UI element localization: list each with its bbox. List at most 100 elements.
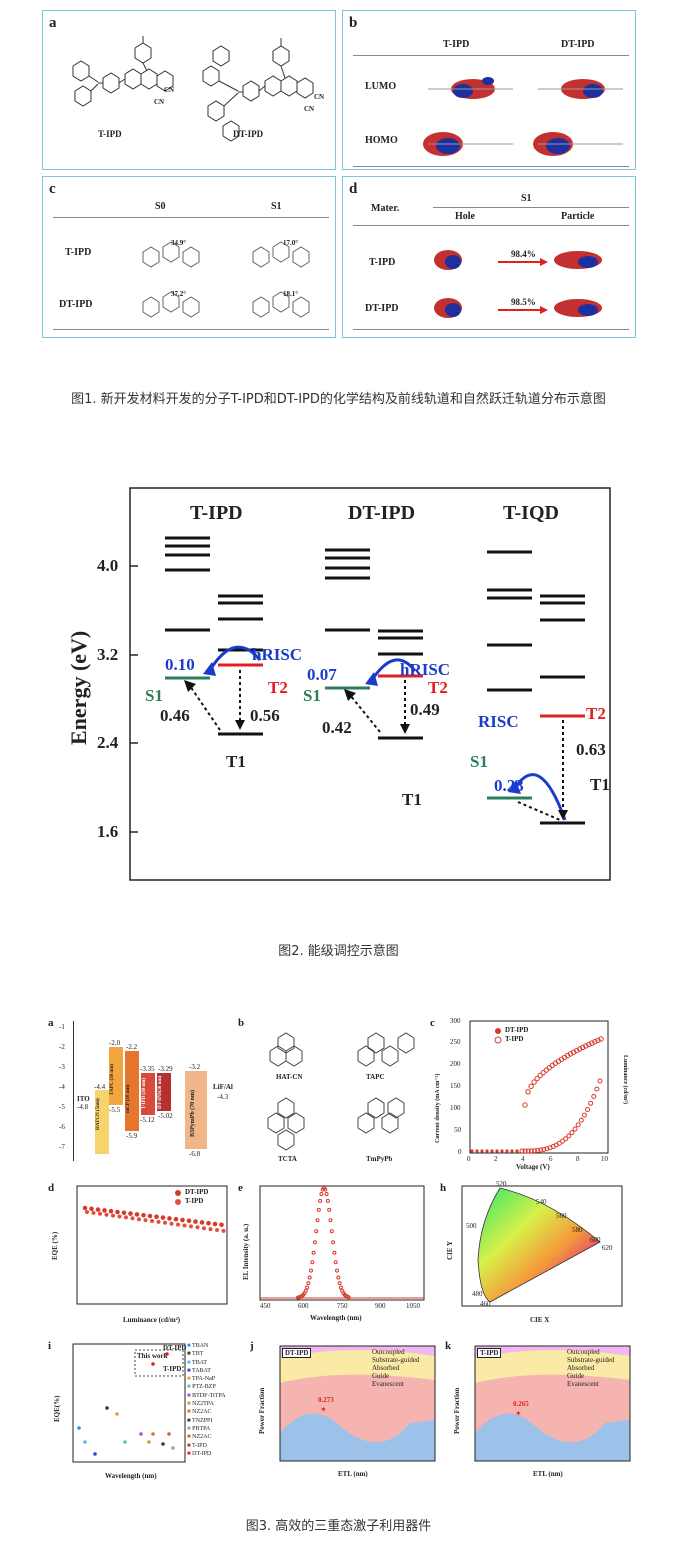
y-axis-label: Energy (eV) [66, 630, 91, 745]
eqe-point [160, 1215, 166, 1220]
energy-value: -2.2 [126, 1043, 138, 1051]
fig1-panel-b: b T-IPD DT-IPD LUMO HOMO [342, 10, 636, 170]
y-axis-label: Current density (mA cm⁻²) [435, 1073, 441, 1143]
eqe-point [108, 1208, 114, 1214]
molecule-name: TmPyPb [366, 1155, 393, 1163]
fig3-panel-k: k ✶ T-IPD 0.265 Outcoupled Substrate-gui… [445, 1338, 635, 1483]
cn-label: CN [314, 93, 325, 101]
row-label: T-IPD [65, 247, 92, 258]
current-point [475, 1149, 479, 1153]
x-tick: 4 [521, 1155, 525, 1163]
wavelength-tick: 520 [496, 1180, 507, 1188]
eqe-point [143, 1218, 148, 1223]
legend-entry: Absorbed [372, 1364, 400, 1372]
energy-value: -3.2 [189, 1063, 201, 1071]
energy-value: -3.35 [140, 1065, 155, 1073]
eqe-point [147, 1213, 153, 1219]
group-title: T-IQD [503, 502, 559, 524]
eqe-point [215, 1228, 219, 1232]
col-header: Hole [455, 211, 475, 222]
luminance-point [531, 1079, 537, 1085]
power-fraction-chart: ✶ [474, 1345, 631, 1462]
figure-caption: 图2. 能级调控示意图 [278, 944, 399, 959]
legend-marker [495, 1028, 501, 1034]
eqe-point [150, 1219, 154, 1223]
cie-diagram [461, 1185, 623, 1307]
y-tick: -4 [59, 1083, 65, 1091]
molecule-name-tipd: T-IPD [98, 129, 122, 139]
eqe-point [221, 1228, 226, 1233]
transition-percent: 98.4% [511, 249, 536, 259]
y-tick: -6 [59, 1123, 65, 1131]
current-point [544, 1146, 550, 1152]
energy-value: -5.9 [126, 1132, 138, 1140]
geometry-images [142, 241, 310, 318]
eqe-point [95, 1207, 101, 1212]
x-axis-label: CIE X [530, 1316, 550, 1324]
literature-point [147, 1440, 151, 1444]
y-tick: 1.6 [97, 822, 119, 841]
panel-label: k [445, 1340, 452, 1352]
legend-entry: ■ TBAT [187, 1359, 208, 1366]
current-point [480, 1149, 484, 1153]
y-tick: -1 [59, 1023, 65, 1031]
fig3-panel-c: c DT-IPD T-IPD Voltage (V) 0 2 4 6 8 10 … [430, 1015, 635, 1175]
legend: Outcoupled Substrate-guided Absorbed Gui… [567, 1348, 614, 1388]
current-point [500, 1149, 504, 1153]
layer-label: DT-IPD(30 nm) [158, 1075, 163, 1109]
t2-label: T2 [586, 704, 606, 723]
literature-point [171, 1446, 175, 1450]
el-point [338, 1285, 343, 1290]
y-tick: 4.0 [97, 556, 119, 575]
panel-label: i [48, 1340, 52, 1352]
energy-value: -4.3 [217, 1093, 229, 1101]
y-tick: 3.2 [97, 645, 119, 664]
el-point [332, 1250, 337, 1255]
panel-label: h [440, 1182, 447, 1194]
eqe-point [202, 1226, 206, 1231]
marker: ✶ [320, 1405, 327, 1414]
layer-label: mCP (10 nm) [126, 1084, 131, 1113]
luminance-point [598, 1036, 604, 1042]
energy-gap: 0.63 [576, 740, 606, 759]
y-tick: 200 [450, 1060, 461, 1068]
el-point [325, 1198, 330, 1203]
y-tick: 0 [458, 1148, 462, 1156]
energy-gap: 0.49 [410, 700, 440, 719]
eqe-point [193, 1219, 198, 1224]
energy-value: -6.8 [189, 1150, 201, 1158]
fig1-panel-d: d Mater. S1 Hole Particle T-IPD DT-IPD 9… [342, 176, 636, 338]
legend-entry: ■ PBTPA [187, 1425, 211, 1432]
el-point [346, 1295, 351, 1300]
y-axis-label: Power Fraction [258, 1387, 266, 1434]
legend-marker [175, 1199, 181, 1205]
y-tick: -7 [59, 1143, 65, 1151]
y-axis-label: EL Intensity (a. u.) [242, 1223, 250, 1280]
data-label: 0.273 [318, 1396, 334, 1404]
y-tick: -3 [59, 1063, 65, 1071]
el-point [318, 1198, 323, 1203]
fig1-panel-c: c S0 S1 T-IPD DT-IPD 34.9° 17.0° 37.2° 1… [42, 176, 336, 338]
luminance-point [525, 1089, 531, 1095]
layer-label: B3PymPb (70 nm) [190, 1090, 196, 1137]
eqe-point [206, 1220, 211, 1226]
current-point [535, 1147, 541, 1153]
x-axis-label: Wavelength (nm) [105, 1472, 157, 1480]
current-point [505, 1149, 509, 1153]
eqe-point [137, 1217, 141, 1222]
molecule-name: TCTA [278, 1155, 297, 1163]
panel-label: d [349, 181, 358, 197]
dihedral-angle: 34.9° [171, 239, 187, 247]
col-header: S1 [271, 201, 282, 212]
cn-label: CN [154, 98, 165, 106]
el-point [335, 1268, 339, 1273]
current-point [563, 1136, 569, 1142]
x-tick: 750 [337, 1302, 348, 1310]
x-tick: 8 [576, 1155, 580, 1163]
eqe-point [117, 1214, 122, 1219]
legend-entry: ■ PTZ-BZP [187, 1384, 216, 1391]
current-point [594, 1086, 600, 1092]
current-point [470, 1149, 474, 1153]
layer-label: ITO [77, 1095, 90, 1103]
x-tick: 450 [260, 1302, 271, 1310]
